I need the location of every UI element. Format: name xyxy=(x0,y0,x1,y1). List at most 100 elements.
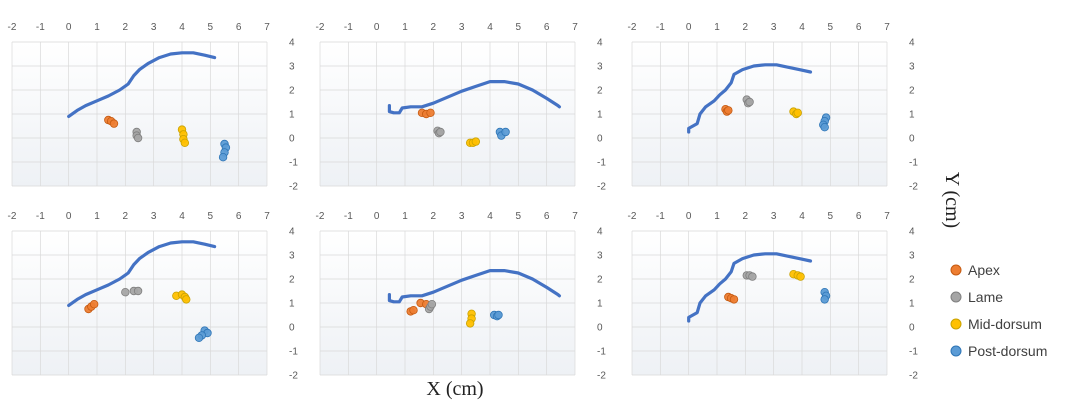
y-tick-label: 1 xyxy=(597,110,603,121)
trajectory-curve xyxy=(67,51,217,118)
y-tick-label: 1 xyxy=(909,299,915,310)
x-tick-label: 3 xyxy=(459,22,465,33)
point-post-dorsum xyxy=(820,295,829,304)
x-tick-label: 4 xyxy=(487,22,493,33)
x-tick-label: 7 xyxy=(572,22,578,33)
y-tick-label: 4 xyxy=(597,38,603,49)
trajectory-curve xyxy=(387,269,561,304)
x-tick-label: 2 xyxy=(123,22,129,33)
y-tick-label: -2 xyxy=(289,371,298,382)
x-tick-label: -2 xyxy=(8,22,17,33)
x-tick-label: -1 xyxy=(656,211,665,222)
x-tick-label: 6 xyxy=(236,22,242,33)
y-tick-label: 3 xyxy=(597,251,603,262)
y-tick-label: 1 xyxy=(597,299,603,310)
x-tick-label: -1 xyxy=(36,211,45,222)
x-tick-label: 1 xyxy=(94,22,100,33)
x-tick-label: 5 xyxy=(828,22,834,33)
panel-4: -2 -1 0 1 2 3 4 5 6 7 -2 -1 0 1 2 3 4 xyxy=(8,211,299,382)
y-tick-label: -1 xyxy=(909,158,918,169)
x-tick-label: 4 xyxy=(799,22,805,33)
x-tick-label: 4 xyxy=(179,22,185,33)
x-tick-label: 0 xyxy=(686,211,692,222)
x-tick-label: 4 xyxy=(179,211,185,222)
legend-label-post-dorsum: Post-dorsum xyxy=(968,343,1047,359)
y-tick-label: -1 xyxy=(909,347,918,358)
x-tick-label: -2 xyxy=(316,22,325,33)
y-tick-label: -2 xyxy=(289,182,298,193)
point-post-dorsum xyxy=(194,333,204,342)
x-tick-label: 2 xyxy=(431,22,437,33)
x-tick-label: -2 xyxy=(8,211,17,222)
x-tick-label: 1 xyxy=(714,22,720,33)
point-post-dorsum xyxy=(820,122,829,132)
point-post-dorsum xyxy=(501,127,510,137)
point-lame xyxy=(121,288,130,297)
point-apex xyxy=(729,295,739,304)
point-mid-dorsum xyxy=(180,138,190,147)
y-tick-label: 3 xyxy=(289,62,295,73)
x-tick-label: 4 xyxy=(799,211,805,222)
y-tick-label: 0 xyxy=(909,323,915,334)
x-tick-label: -1 xyxy=(344,22,353,33)
point-lame xyxy=(745,97,754,107)
y-tick-label: 1 xyxy=(289,299,295,310)
y-tick-label: 2 xyxy=(909,86,915,97)
panel-5: -2 -1 0 1 2 3 4 5 6 7 -2 -1 0 1 2 3 4 xyxy=(316,211,607,382)
y-tick-label: 2 xyxy=(289,275,295,286)
x-tick-label: 7 xyxy=(264,22,270,33)
x-tick-label: 1 xyxy=(402,211,408,222)
trajectory-curve xyxy=(67,240,217,307)
trajectory-curve xyxy=(687,252,813,323)
point-mid-dorsum xyxy=(793,108,802,117)
y-tick-label: 0 xyxy=(597,134,603,145)
point-mid-dorsum xyxy=(465,319,475,328)
y-tick-label: 4 xyxy=(909,227,915,238)
x-tick-label: 1 xyxy=(94,211,100,222)
y-tick-label: -1 xyxy=(289,347,298,358)
legend: Apex Lame Mid-dorsum Post-dorsum xyxy=(950,262,1047,359)
y-tick-label: 0 xyxy=(289,134,295,145)
y-tick-label: 1 xyxy=(289,110,295,121)
x-tick-label: 0 xyxy=(686,22,692,33)
legend-item-apex: Apex xyxy=(950,262,1000,278)
y-tick-label: 4 xyxy=(289,227,295,238)
x-tick-label: -2 xyxy=(316,211,325,222)
x-tick-label: -2 xyxy=(628,211,637,222)
x-tick-label: 0 xyxy=(66,211,72,222)
trajectory-curve xyxy=(387,80,561,115)
point-mid-dorsum xyxy=(796,272,805,281)
y-tick-label: 1 xyxy=(909,110,915,121)
x-tick-label: 2 xyxy=(123,211,129,222)
x-tick-label: 3 xyxy=(459,211,465,222)
x-tick-label: 3 xyxy=(151,22,157,33)
panel-grid: -2 -1 0 1 2 3 4 5 6 7 -2 -1 0 1 2 3 4 -2 -1 0 1 2 3 4 5 6 7 -2 -1 0 1 2… xyxy=(8,22,919,382)
y-tick-label: -2 xyxy=(597,182,606,193)
point-apex xyxy=(89,300,99,309)
point-lame xyxy=(133,286,143,296)
point-lame xyxy=(436,127,445,137)
x-tick-label: 7 xyxy=(572,211,578,222)
x-tick-label: 2 xyxy=(743,211,749,222)
x-tick-label: 5 xyxy=(516,211,522,222)
x-tick-label: 6 xyxy=(236,211,242,222)
x-tick-label: 7 xyxy=(884,22,890,33)
x-tick-label: 3 xyxy=(771,22,777,33)
legend-item-mid-dorsum: Mid-dorsum xyxy=(950,316,1042,332)
y-tick-label: -2 xyxy=(909,371,918,382)
legend-marker-mid-dorsum xyxy=(950,318,962,330)
x-tick-label: 2 xyxy=(743,22,749,33)
y-tick-label: 0 xyxy=(909,134,915,145)
y-tick-label: 3 xyxy=(289,251,295,262)
x-tick-label: -1 xyxy=(36,22,45,33)
x-tick-label: 6 xyxy=(544,211,550,222)
x-axis-title: X (cm) xyxy=(426,378,483,400)
x-tick-label: -1 xyxy=(656,22,665,33)
x-tick-label: 5 xyxy=(208,211,214,222)
legend-label-apex: Apex xyxy=(968,262,1000,278)
x-tick-label: 0 xyxy=(374,22,380,33)
y-tick-label: 0 xyxy=(597,323,603,334)
y-axis-title: Y (cm) xyxy=(941,172,963,228)
panel-6: -2 -1 0 1 2 3 4 5 6 7 -2 -1 0 1 2 3 4 xyxy=(628,211,919,382)
point-post-dorsum xyxy=(494,310,503,320)
